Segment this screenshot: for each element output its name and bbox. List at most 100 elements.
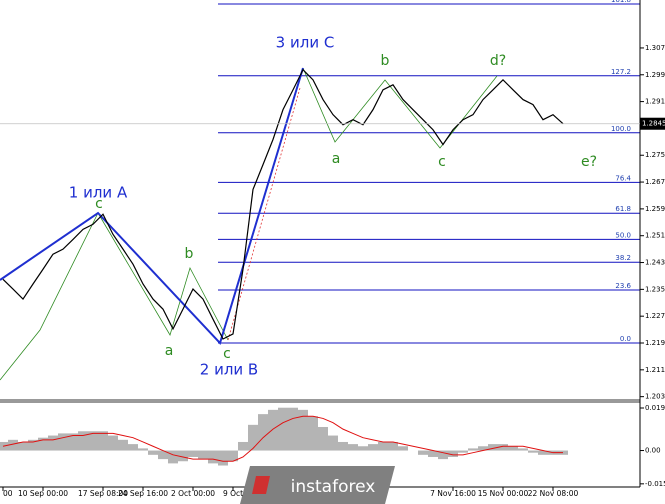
histogram-bar (488, 444, 498, 451)
watermark-bg (240, 466, 395, 504)
histogram-bar (218, 450, 228, 466)
histogram-bar (208, 450, 218, 464)
fib-label: 23.6 (615, 282, 631, 290)
y-tick-label: 0.01987 (645, 404, 665, 412)
fib-label: 100.0 (611, 125, 631, 133)
histogram-bar (238, 441, 248, 451)
fib-label: 161.8 (611, 0, 631, 4)
wave-label: c (438, 154, 446, 170)
price-line (2, 68, 564, 340)
histogram-bar (528, 450, 538, 453)
histogram-bar (358, 446, 368, 451)
wave-label: b (185, 246, 194, 262)
histogram-bar (58, 433, 68, 451)
fib-label: 50.0 (615, 231, 631, 239)
histogram-bar (48, 435, 58, 451)
x-tick-label: 2 Oct 00:00 (171, 489, 215, 498)
wave-label: d? (490, 53, 506, 69)
histogram-bar (8, 439, 18, 451)
histogram-bar (188, 450, 198, 457)
histogram-bar (338, 441, 348, 451)
wave-label: 3 или C (276, 34, 335, 52)
histogram-bar (398, 446, 408, 451)
histogram-bar (108, 435, 118, 451)
histogram-bar (158, 450, 168, 460)
histogram-bar (448, 450, 458, 457)
histogram-bar (18, 441, 28, 451)
histogram-bar (198, 450, 208, 460)
histogram-bar (348, 444, 358, 451)
histogram-bar (328, 435, 338, 451)
y-tick-label: 0.00 (645, 447, 661, 455)
x-tick-label: 24 Sep 16:00 (118, 489, 168, 498)
histogram-bar (28, 439, 38, 451)
watermark: instaforex (240, 466, 395, 504)
x-tick-label: 22 Nov 08:00 (528, 489, 579, 498)
wave-label: 2 или B (200, 361, 258, 379)
histogram-bar (38, 437, 48, 451)
signal-line (2, 415, 563, 462)
histogram-bar (228, 450, 238, 462)
last-price-box (640, 117, 665, 130)
histogram-bar (118, 439, 128, 451)
fib-label: 76.4 (615, 174, 631, 182)
x-tick-label: 7 Nov 16:00 (430, 489, 476, 498)
histogram-bar (318, 426, 328, 451)
histogram-bar (68, 433, 78, 451)
histogram-bar (518, 448, 528, 451)
watermark-icon (252, 476, 270, 494)
histogram-bar (98, 431, 108, 451)
histogram-bar (458, 450, 468, 453)
histogram-bar (378, 441, 388, 451)
wave-line (0, 212, 99, 381)
wave-label: a (332, 151, 341, 167)
histogram-bar (418, 450, 428, 455)
fib-label: 127.2 (611, 68, 631, 76)
histogram-bar (498, 444, 508, 451)
histogram-bar (438, 450, 448, 460)
wave-label: c (223, 346, 231, 362)
histogram-bar (78, 431, 88, 451)
wave-label: 1 или A (69, 184, 128, 202)
x-tick-label: 15 Nov 00:00 (478, 489, 529, 498)
last-price-label: 1.2845 (642, 120, 665, 128)
y-tick-label: 1.2031 (645, 393, 665, 401)
wave-label: b (381, 53, 390, 69)
histogram-bar (468, 448, 478, 451)
histogram-bar (138, 448, 148, 451)
histogram-bar (288, 407, 298, 451)
histogram-bar (298, 409, 308, 451)
x-tick-label: 9 Oct (223, 489, 243, 498)
histogram-bar (258, 414, 268, 451)
histogram-bar (178, 450, 188, 462)
histogram-bar (278, 407, 288, 451)
histogram-bar (478, 446, 488, 451)
x-tick-label: 00 (3, 489, 13, 498)
histogram-bar (128, 444, 138, 451)
histogram-bar (168, 450, 178, 464)
y-tick-label: -0.01555 (645, 480, 665, 488)
x-tick-label: 17 Sep 08:00 (78, 489, 128, 498)
x-tick-label: 10 Sep 00:00 (18, 489, 68, 498)
panel-separator (0, 399, 640, 403)
histogram-bar (508, 446, 518, 451)
fib-label: 38.2 (615, 254, 631, 262)
fib-label: 61.8 (615, 205, 631, 213)
wave-label: c (95, 196, 103, 212)
histogram-bar (388, 441, 398, 451)
watermark-text: instaforex (291, 477, 376, 497)
histogram-bar (248, 424, 258, 451)
histogram-bar (148, 450, 158, 455)
histogram-bar (368, 444, 378, 451)
wave-line (0, 67, 304, 345)
